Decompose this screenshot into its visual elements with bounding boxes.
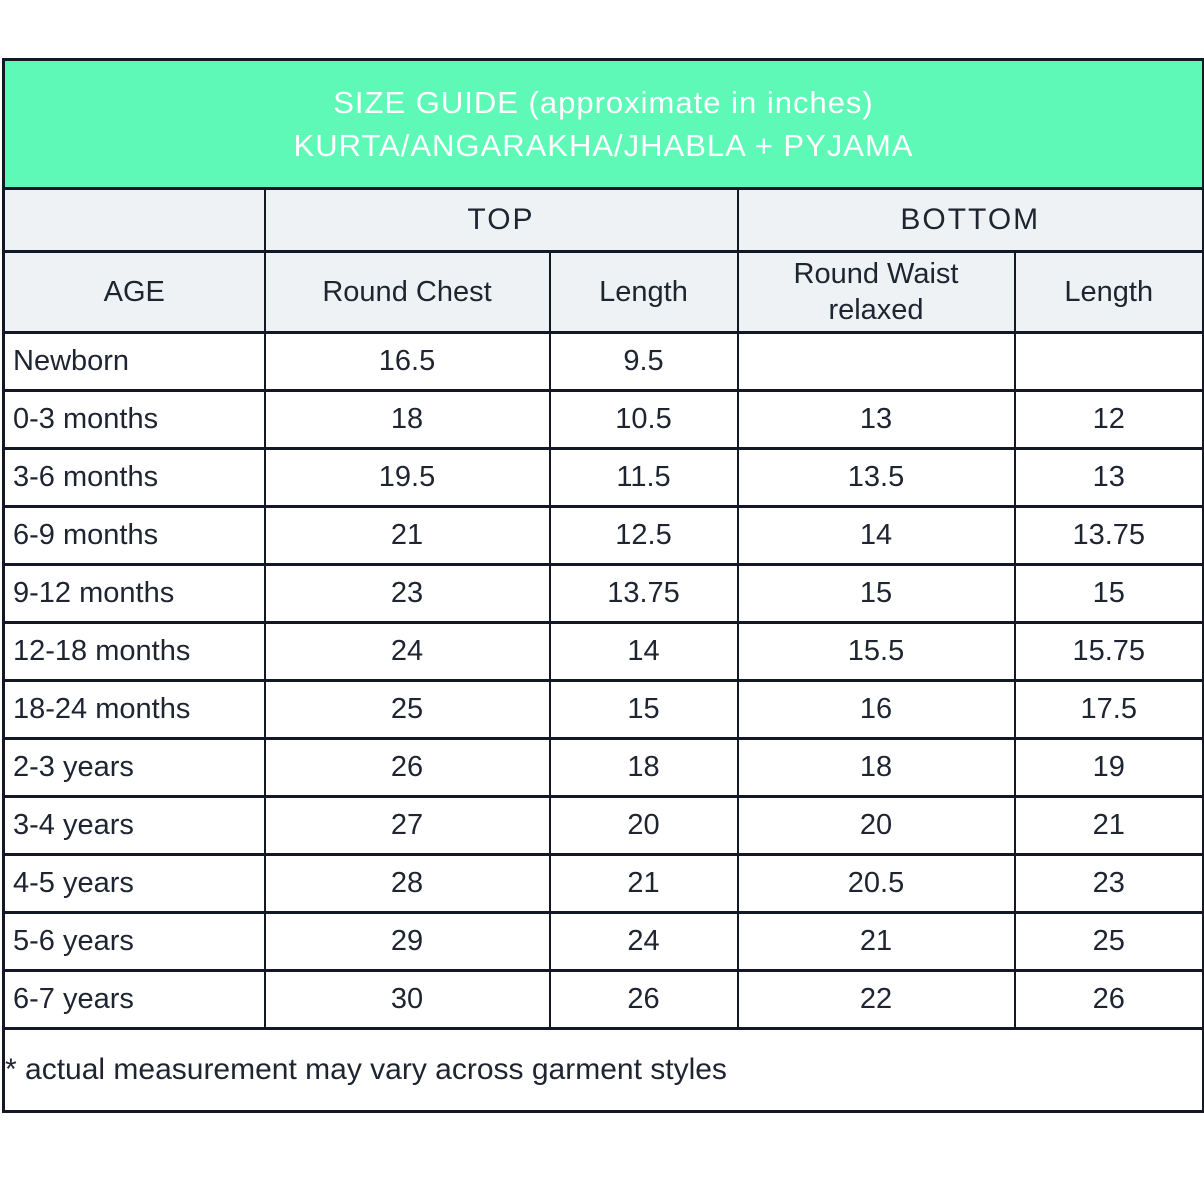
table-row: 3-6 months 19.5 11.5 13.5 13 xyxy=(2,447,1204,508)
column-header-row: AGE Round Chest Length Round Waist relax… xyxy=(2,250,1204,334)
size-guide-table: SIZE GUIDE (approximate in inches) KURTA… xyxy=(2,58,1204,1113)
footnote-row: * actual measurement may vary across gar… xyxy=(2,1027,1204,1113)
bottom-length-cell: 12 xyxy=(1013,389,1204,450)
column-header-bottom-length: Length xyxy=(1013,250,1204,334)
round-chest-cell: 21 xyxy=(263,505,551,566)
round-waist-cell: 15 xyxy=(736,563,1016,624)
top-length-cell: 11.5 xyxy=(548,447,739,508)
table-row: 6-7 years 30 26 22 26 xyxy=(2,969,1204,1030)
age-cell: 3-4 years xyxy=(2,795,266,856)
bottom-length-cell: 19 xyxy=(1013,737,1204,798)
size-table-body: Newborn 16.5 9.5 0-3 months 18 10.5 13 1… xyxy=(2,331,1204,1030)
round-chest-cell: 26 xyxy=(263,737,551,798)
table-row: 4-5 years 28 21 20.5 23 xyxy=(2,853,1204,914)
top-length-cell: 14 xyxy=(548,621,739,682)
age-cell: 9-12 months xyxy=(2,563,266,624)
round-chest-cell: 29 xyxy=(263,911,551,972)
column-header-round-waist: Round Waist relaxed xyxy=(736,250,1016,334)
top-length-cell: 15 xyxy=(548,679,739,740)
round-chest-cell: 27 xyxy=(263,795,551,856)
round-chest-cell: 18 xyxy=(263,389,551,450)
round-waist-cell: 20 xyxy=(736,795,1016,856)
round-waist-cell: 13 xyxy=(736,389,1016,450)
table-row: 9-12 months 23 13.75 15 15 xyxy=(2,563,1204,624)
age-cell: 5-6 years xyxy=(2,911,266,972)
round-waist-cell: 14 xyxy=(736,505,1016,566)
column-header-top-length: Length xyxy=(548,250,739,334)
round-chest-cell: 30 xyxy=(263,969,551,1030)
table-row: 18-24 months 25 15 16 17.5 xyxy=(2,679,1204,740)
age-cell: 12-18 months xyxy=(2,621,266,682)
bottom-length-cell: 17.5 xyxy=(1013,679,1204,740)
bottom-length-cell: 26 xyxy=(1013,969,1204,1030)
age-cell: 3-6 months xyxy=(2,447,266,508)
top-length-cell: 18 xyxy=(548,737,739,798)
age-cell: Newborn xyxy=(2,331,266,392)
title-line-2: KURTA/ANGARAKHA/JHABLA + PYJAMA xyxy=(293,128,914,163)
top-length-cell: 12.5 xyxy=(548,505,739,566)
top-length-cell: 24 xyxy=(548,911,739,972)
round-chest-cell: 28 xyxy=(263,853,551,914)
age-cell: 6-9 months xyxy=(2,505,266,566)
bottom-length-cell: 15 xyxy=(1013,563,1204,624)
bottom-length-cell: 21 xyxy=(1013,795,1204,856)
round-waist-cell xyxy=(736,331,1016,392)
corner-cell-empty xyxy=(2,187,266,253)
table-row: 12-18 months 24 14 15.5 15.75 xyxy=(2,621,1204,682)
group-header-row: TOP BOTTOM xyxy=(2,187,1204,253)
group-header-top: TOP xyxy=(263,187,739,253)
round-chest-cell: 24 xyxy=(263,621,551,682)
footnote-text: * actual measurement may vary across gar… xyxy=(2,1027,1204,1113)
round-waist-cell: 22 xyxy=(736,969,1016,1030)
top-length-cell: 21 xyxy=(548,853,739,914)
top-length-cell: 13.75 xyxy=(548,563,739,624)
table-row: 3-4 years 27 20 20 21 xyxy=(2,795,1204,856)
age-cell: 0-3 months xyxy=(2,389,266,450)
round-chest-cell: 25 xyxy=(263,679,551,740)
group-header-bottom: BOTTOM xyxy=(736,187,1204,253)
round-waist-cell: 15.5 xyxy=(736,621,1016,682)
round-waist-cell: 13.5 xyxy=(736,447,1016,508)
bottom-length-cell: 23 xyxy=(1013,853,1204,914)
round-waist-cell: 18 xyxy=(736,737,1016,798)
table-row: 0-3 months 18 10.5 13 12 xyxy=(2,389,1204,450)
round-chest-cell: 19.5 xyxy=(263,447,551,508)
bottom-length-cell xyxy=(1013,331,1204,392)
title-banner-row: SIZE GUIDE (approximate in inches) KURTA… xyxy=(2,58,1204,190)
column-header-round-chest: Round Chest xyxy=(263,250,551,334)
top-length-cell: 26 xyxy=(548,969,739,1030)
age-cell: 4-5 years xyxy=(2,853,266,914)
title-line-1: SIZE GUIDE (approximate in inches) xyxy=(333,84,874,120)
bottom-length-cell: 25 xyxy=(1013,911,1204,972)
round-waist-cell: 16 xyxy=(736,679,1016,740)
age-cell: 2-3 years xyxy=(2,737,266,798)
age-cell: 18-24 months xyxy=(2,679,266,740)
round-chest-cell: 23 xyxy=(263,563,551,624)
column-header-age: AGE xyxy=(2,250,266,334)
top-length-cell: 20 xyxy=(548,795,739,856)
table-row: 5-6 years 29 24 21 25 xyxy=(2,911,1204,972)
round-chest-cell: 16.5 xyxy=(263,331,551,392)
table-row: Newborn 16.5 9.5 xyxy=(2,331,1204,392)
age-cell: 6-7 years xyxy=(2,969,266,1030)
table-row: 6-9 months 21 12.5 14 13.75 xyxy=(2,505,1204,566)
title-banner: SIZE GUIDE (approximate in inches) KURTA… xyxy=(2,58,1204,190)
bottom-length-cell: 15.75 xyxy=(1013,621,1204,682)
top-length-cell: 10.5 xyxy=(548,389,739,450)
top-length-cell: 9.5 xyxy=(548,331,739,392)
bottom-length-cell: 13.75 xyxy=(1013,505,1204,566)
round-waist-cell: 21 xyxy=(736,911,1016,972)
round-waist-cell: 20.5 xyxy=(736,853,1016,914)
table-row: 2-3 years 26 18 18 19 xyxy=(2,737,1204,798)
bottom-length-cell: 13 xyxy=(1013,447,1204,508)
